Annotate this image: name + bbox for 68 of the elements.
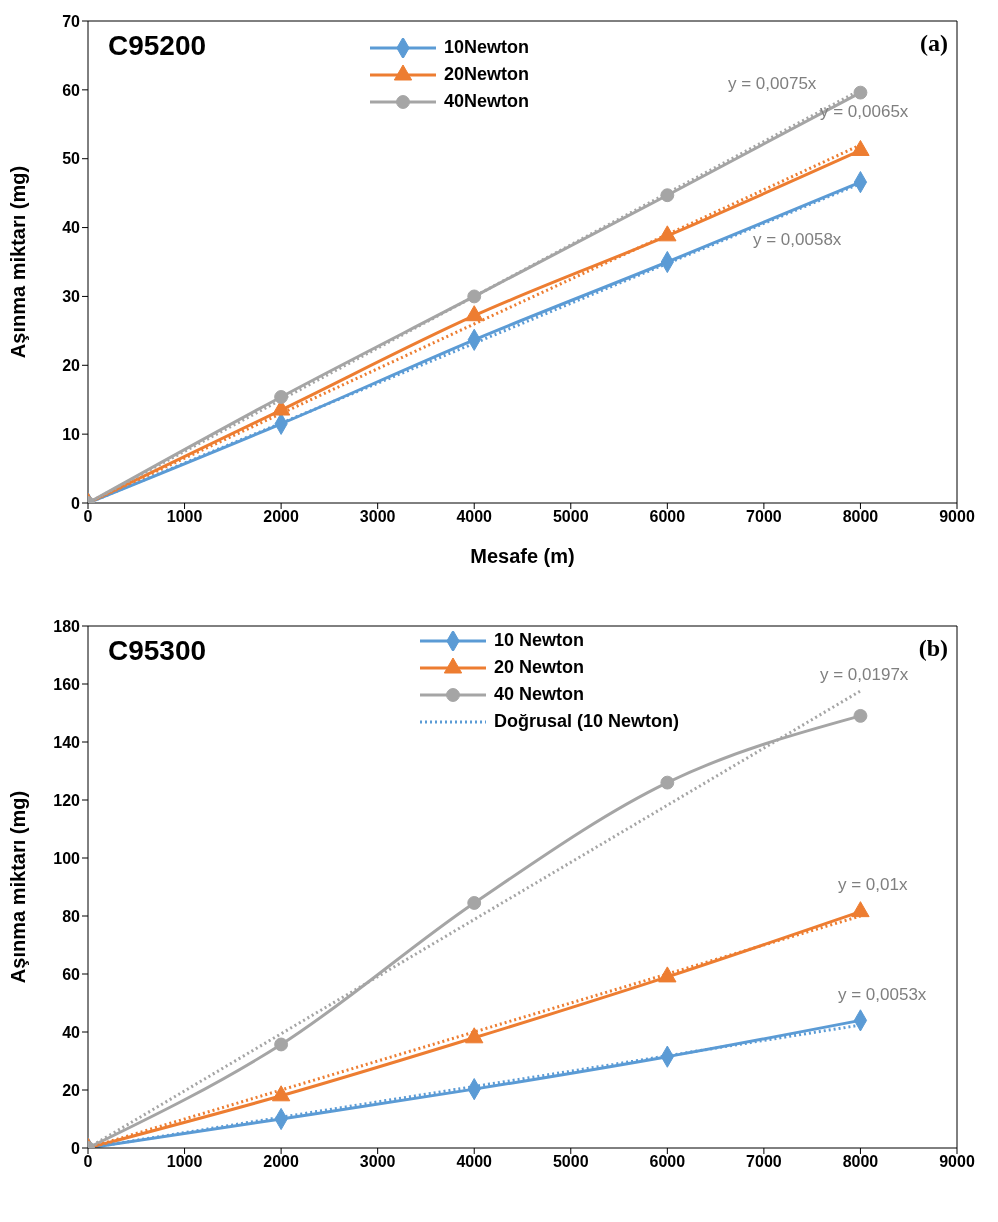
point	[467, 289, 482, 304]
y-tick-label: 0	[71, 1139, 81, 1157]
x-tick-label: 5000	[552, 508, 589, 526]
y-tick-label: 140	[53, 733, 81, 751]
point	[274, 390, 289, 404]
x-tick-label: 3000	[359, 1153, 396, 1171]
annotation: y = 0,0075x	[728, 74, 817, 94]
annotation: y = 0,0053x	[838, 985, 927, 1005]
legend-label: 20 Newton	[494, 657, 585, 678]
y-tick-label: 80	[62, 907, 81, 925]
annotation: y = 0,01x	[838, 875, 908, 895]
x-tick-label: 0	[83, 508, 93, 526]
point	[467, 896, 482, 910]
legend-label: 20Newton	[444, 64, 530, 85]
x-tick-label: 2000	[263, 508, 300, 526]
legend-label: 40Newton	[444, 91, 530, 112]
point	[465, 305, 484, 322]
point	[853, 85, 868, 100]
annotation: C95200	[108, 30, 207, 62]
x-tick-label: 2000	[263, 1153, 300, 1171]
y-tick-label: 0	[71, 494, 81, 512]
point	[851, 901, 870, 918]
x-tick-label: 8000	[842, 508, 879, 526]
y-tick-label: 10	[62, 425, 81, 443]
y-tick-label: 30	[62, 288, 81, 306]
y-axis-title: Aşınma miktarı (mg)	[7, 790, 30, 984]
y-tick-label: 20	[62, 1081, 81, 1099]
point	[660, 188, 675, 203]
annotation: y = 0,0065x	[820, 102, 909, 122]
point	[660, 775, 675, 790]
x-tick-label: 7000	[746, 1153, 782, 1171]
x-axis-title: Mesafe (m)	[470, 545, 575, 567]
x-tick-label: 1000	[166, 508, 203, 526]
x-tick-label: 5000	[552, 1153, 589, 1171]
x-tick-label: 3000	[359, 508, 396, 526]
y-tick-label: 50	[62, 150, 81, 168]
y-tick-label: 100	[53, 849, 81, 867]
legend-label: 10Newton	[444, 37, 530, 58]
legend-label: 40 Newton	[494, 684, 585, 705]
legend-label: Doğrusal (10 Newton)	[494, 711, 680, 732]
point	[853, 708, 868, 723]
annotation: (b)	[918, 635, 948, 662]
x-tick-label: 6000	[649, 508, 686, 526]
legend-label: 10 Newton	[494, 630, 585, 651]
annotation: (a)	[920, 30, 948, 57]
x-tick-label: 7000	[746, 508, 782, 526]
x-tick-label: 1000	[166, 1153, 203, 1171]
x-tick-label: 9000	[939, 508, 975, 526]
y-axis-title: Aşınma miktarı (mg)	[7, 165, 30, 359]
point	[274, 1037, 289, 1052]
x-tick-label: 9000	[939, 1153, 975, 1171]
y-tick-label: 180	[53, 617, 81, 635]
y-tick-label: 160	[53, 675, 81, 693]
x-tick-label: 4000	[456, 1153, 493, 1171]
y-tick-label: 120	[53, 791, 81, 809]
y-tick-label: 20	[62, 356, 81, 374]
annotation: y = 0,0197x	[820, 665, 909, 685]
x-tick-label: 6000	[649, 1153, 686, 1171]
annotation: C95300	[108, 635, 207, 667]
y-tick-label: 40	[62, 219, 81, 237]
y-tick-label: 60	[62, 81, 81, 99]
annotation: y = 0,0058x	[753, 230, 842, 250]
x-tick-label: 8000	[842, 1153, 879, 1171]
x-tick-label: 4000	[456, 508, 493, 526]
y-tick-label: 60	[62, 965, 81, 983]
y-tick-label: 70	[62, 12, 81, 30]
y-tick-label: 40	[62, 1023, 81, 1041]
x-tick-label: 0	[83, 1153, 93, 1171]
